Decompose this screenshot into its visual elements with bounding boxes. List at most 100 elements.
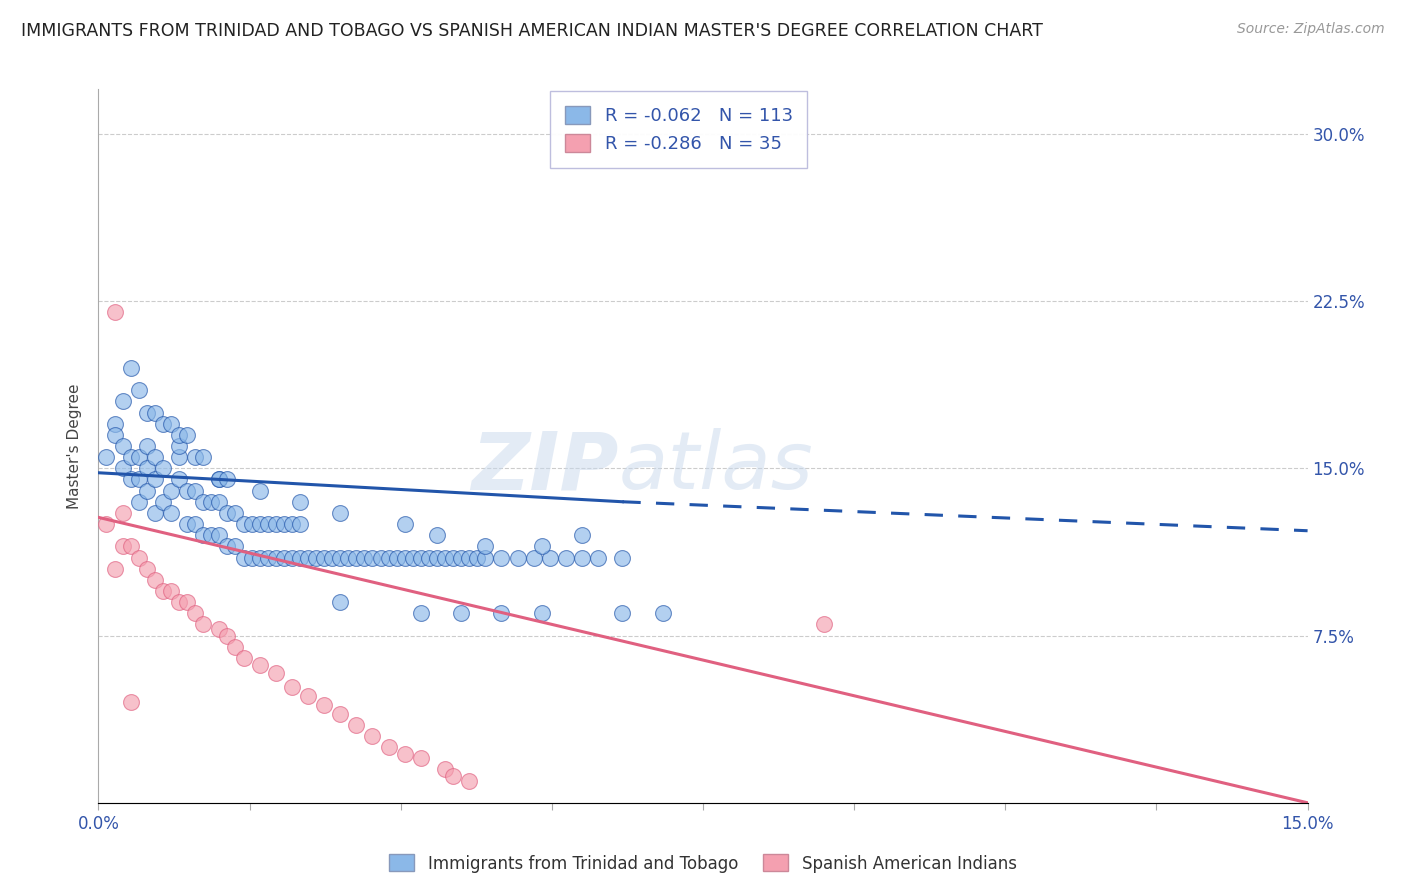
Point	[458, 773, 481, 788]
Point	[193, 494, 215, 508]
Point	[217, 539, 239, 553]
Point	[232, 550, 254, 565]
Point	[184, 450, 207, 464]
Y-axis label: Master's Degree: Master's Degree	[67, 384, 83, 508]
Point	[208, 473, 231, 487]
Point	[353, 550, 375, 565]
Point	[491, 607, 513, 621]
Point	[143, 405, 166, 419]
Point	[314, 698, 336, 712]
Point	[385, 550, 408, 565]
Point	[612, 550, 634, 565]
Point	[273, 550, 295, 565]
Point	[344, 717, 367, 731]
Point	[167, 450, 190, 464]
Point	[120, 696, 142, 710]
Point	[288, 494, 311, 508]
Point	[128, 384, 150, 398]
Point	[160, 417, 183, 431]
Point	[651, 607, 673, 621]
Point	[538, 550, 561, 565]
Point	[240, 516, 263, 531]
Point	[232, 651, 254, 665]
Point	[370, 550, 392, 565]
Point	[103, 427, 125, 442]
Point	[281, 550, 304, 565]
Point	[208, 622, 231, 636]
Text: atlas: atlas	[619, 428, 813, 507]
Text: IMMIGRANTS FROM TRINIDAD AND TOBAGO VS SPANISH AMERICAN INDIAN MASTER'S DEGREE C: IMMIGRANTS FROM TRINIDAD AND TOBAGO VS S…	[21, 22, 1043, 40]
Point	[103, 562, 125, 576]
Point	[120, 450, 142, 464]
Point	[586, 550, 609, 565]
Point	[96, 450, 118, 464]
Point	[143, 506, 166, 520]
Point	[111, 539, 134, 553]
Point	[167, 595, 190, 609]
Legend: R = -0.062   N = 113, R = -0.286   N = 35: R = -0.062 N = 113, R = -0.286 N = 35	[550, 91, 807, 168]
Point	[167, 473, 190, 487]
Point	[441, 550, 464, 565]
Point	[120, 473, 142, 487]
Point	[571, 528, 593, 542]
Point	[103, 417, 125, 431]
Legend: Immigrants from Trinidad and Tobago, Spanish American Indians: Immigrants from Trinidad and Tobago, Spa…	[382, 847, 1024, 880]
Point	[329, 595, 352, 609]
Point	[329, 550, 352, 565]
Point	[176, 483, 198, 498]
Point	[111, 461, 134, 475]
Point	[474, 550, 496, 565]
Point	[297, 550, 319, 565]
Point	[232, 516, 254, 531]
Point	[264, 550, 287, 565]
Point	[394, 747, 416, 761]
Point	[176, 595, 198, 609]
Point	[143, 573, 166, 587]
Point	[200, 494, 222, 508]
Point	[256, 516, 278, 531]
Point	[193, 450, 215, 464]
Point	[135, 483, 157, 498]
Point	[465, 550, 488, 565]
Point	[152, 583, 174, 598]
Point	[160, 506, 183, 520]
Point	[555, 550, 578, 565]
Text: ZIP: ZIP	[471, 428, 619, 507]
Point	[612, 607, 634, 621]
Point	[256, 550, 278, 565]
Point	[249, 550, 271, 565]
Point	[329, 706, 352, 721]
Point	[314, 550, 336, 565]
Point	[523, 550, 546, 565]
Point	[96, 516, 118, 531]
Point	[193, 528, 215, 542]
Point	[224, 506, 246, 520]
Point	[288, 516, 311, 531]
Point	[193, 617, 215, 632]
Point	[305, 550, 328, 565]
Point	[273, 516, 295, 531]
Point	[530, 539, 553, 553]
Point	[143, 473, 166, 487]
Point	[361, 729, 384, 743]
Point	[135, 439, 157, 453]
Point	[813, 617, 835, 632]
Point	[152, 461, 174, 475]
Point	[135, 562, 157, 576]
Point	[281, 680, 304, 694]
Point	[377, 550, 399, 565]
Point	[128, 450, 150, 464]
Point	[288, 550, 311, 565]
Point	[167, 439, 190, 453]
Point	[402, 550, 425, 565]
Point	[217, 628, 239, 642]
Point	[409, 607, 432, 621]
Point	[409, 751, 432, 765]
Point	[571, 550, 593, 565]
Point	[491, 550, 513, 565]
Point	[450, 607, 472, 621]
Point	[224, 539, 246, 553]
Point	[441, 769, 464, 783]
Text: Source: ZipAtlas.com: Source: ZipAtlas.com	[1237, 22, 1385, 37]
Point	[249, 516, 271, 531]
